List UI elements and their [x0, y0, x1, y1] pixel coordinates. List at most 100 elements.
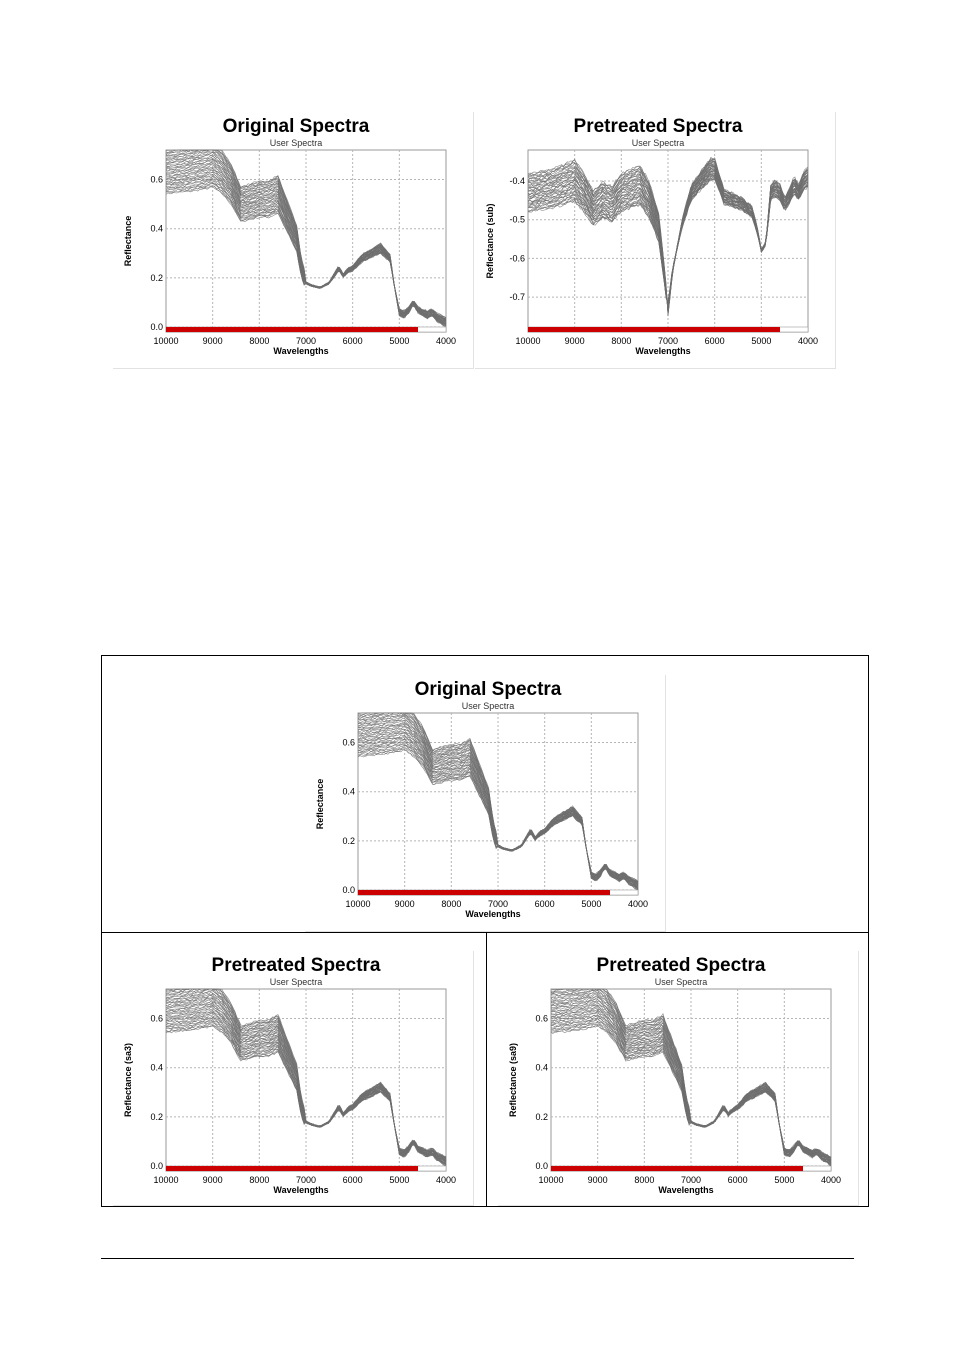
- x-tick-label: 4000: [628, 899, 648, 909]
- x-tick-label: 6000: [705, 336, 725, 346]
- x-tick-label: 6000: [728, 1175, 748, 1185]
- x-tick-label: 9000: [395, 899, 415, 909]
- range-selection-bar[interactable]: [166, 1166, 418, 1171]
- y-tick-label: 0.6: [150, 1014, 163, 1024]
- y-axis-label: Reflectance: [315, 779, 325, 830]
- chart-subtitle: User Spectra: [655, 977, 708, 987]
- chart-subtitle: User Spectra: [462, 701, 515, 711]
- spectrum-line: [527, 156, 809, 316]
- x-axis-label: Wavelengths: [635, 346, 690, 356]
- x-tick-label: 8000: [249, 336, 269, 346]
- y-tick-label: 0.4: [150, 224, 163, 234]
- spectra-lines: [550, 988, 832, 1167]
- x-axis-label: Wavelengths: [465, 909, 520, 919]
- chart-subtitle: User Spectra: [270, 977, 323, 987]
- x-tick-label: 7000: [296, 336, 316, 346]
- plot-area: [165, 149, 447, 333]
- x-tick-label: 6000: [535, 899, 555, 909]
- chart-title: Pretreated Spectra: [597, 955, 766, 976]
- x-tick-label: 10000: [538, 1175, 563, 1185]
- x-tick-label: 9000: [203, 1175, 223, 1185]
- x-tick-label: 8000: [249, 1175, 269, 1185]
- spectrum-line: [165, 988, 447, 1167]
- x-tick-label: 7000: [296, 1175, 316, 1185]
- x-tick-label: 7000: [488, 899, 508, 909]
- chart-subtitle: User Spectra: [632, 138, 685, 148]
- x-tick-label: 7000: [658, 336, 678, 346]
- figure-table: [101, 655, 869, 1207]
- spectrum-line: [165, 149, 447, 327]
- x-tick-label: 8000: [441, 899, 461, 909]
- plot-area: [550, 988, 832, 1172]
- x-tick-label: 5000: [581, 899, 601, 909]
- chart-title: Original Spectra: [223, 116, 370, 137]
- x-tick-label: 9000: [588, 1175, 608, 1185]
- x-tick-label: 5000: [774, 1175, 794, 1185]
- x-tick-label: 5000: [389, 336, 409, 346]
- x-tick-label: 10000: [153, 1175, 178, 1185]
- y-axis-label: Reflectance (sa3): [123, 1043, 133, 1117]
- table-column-divider: [486, 932, 487, 1206]
- range-selection-bar[interactable]: [551, 1166, 803, 1171]
- x-axis-label: Wavelengths: [658, 1185, 713, 1195]
- y-tick-label: 0.4: [150, 1063, 163, 1073]
- y-tick-label: -0.6: [509, 253, 525, 263]
- x-tick-label: 4000: [436, 336, 456, 346]
- y-tick-label: 0.2: [150, 273, 163, 283]
- y-axis-label: Reflectance: [123, 216, 133, 267]
- chart-panel-pretreated-sub: Pretreated Spectra User Spectra 10000 9000 8…: [475, 112, 836, 369]
- range-selection-bar[interactable]: [166, 327, 418, 332]
- x-tick-label: 9000: [565, 336, 585, 346]
- chart-title: Pretreated Spectra: [212, 955, 381, 976]
- x-tick-label: 8000: [611, 336, 631, 346]
- y-tick-label: 0.0: [150, 1161, 163, 1171]
- x-axis-label: Wavelengths: [273, 346, 328, 356]
- chart-panel-original-boxed: Original Spectra User Spectra 10000 9000 800…: [305, 675, 666, 932]
- y-tick-label: 0.4: [342, 787, 355, 797]
- x-tick-label: 4000: [436, 1175, 456, 1185]
- x-tick-label: 10000: [515, 336, 540, 346]
- y-tick-label: 0.0: [535, 1161, 548, 1171]
- y-tick-label: 0.6: [535, 1014, 548, 1024]
- footer-rule: [101, 1258, 854, 1259]
- range-selection-bar[interactable]: [528, 327, 780, 332]
- x-axis-label: Wavelengths: [273, 1185, 328, 1195]
- x-tick-label: 4000: [798, 336, 818, 346]
- chart-panel-pretreated-sa3: Pretreated Spectra User Spectra 10000 9000 8…: [113, 951, 474, 1206]
- spectra-lines: [527, 156, 809, 317]
- x-tick-label: 4000: [821, 1175, 841, 1185]
- table-row-divider: [102, 932, 868, 933]
- spectrum-line: [357, 712, 639, 891]
- y-tick-label: 0.2: [342, 836, 355, 846]
- chart-title: Original Spectra: [415, 679, 562, 700]
- range-selection-bar[interactable]: [358, 890, 610, 895]
- y-tick-label: -0.5: [509, 215, 525, 225]
- x-tick-label: 10000: [345, 899, 370, 909]
- y-axis-label: Reflectance (sub): [485, 203, 495, 278]
- y-tick-label: -0.4: [509, 176, 525, 186]
- y-tick-label: 0.2: [535, 1112, 548, 1122]
- x-tick-label: 7000: [681, 1175, 701, 1185]
- y-tick-label: 0.0: [342, 885, 355, 895]
- y-tick-label: 0.4: [535, 1063, 548, 1073]
- chart-subtitle: User Spectra: [270, 138, 323, 148]
- x-tick-label: 6000: [343, 1175, 363, 1185]
- x-tick-label: 5000: [751, 336, 771, 346]
- x-tick-label: 8000: [634, 1175, 654, 1185]
- spectrum-line: [550, 988, 832, 1167]
- chart-panel-original-top: Original Spectra User Spectra 10000 9000 800…: [113, 112, 474, 369]
- x-tick-label: 10000: [153, 336, 178, 346]
- spectra-lines: [165, 149, 447, 327]
- y-tick-label: -0.7: [509, 292, 525, 302]
- spectra-lines: [165, 988, 447, 1167]
- y-tick-label: 0.2: [150, 1112, 163, 1122]
- spectra-lines: [357, 712, 639, 891]
- plot-area: [357, 712, 639, 896]
- x-tick-label: 6000: [343, 336, 363, 346]
- y-axis-label: Reflectance (sa9): [508, 1043, 518, 1117]
